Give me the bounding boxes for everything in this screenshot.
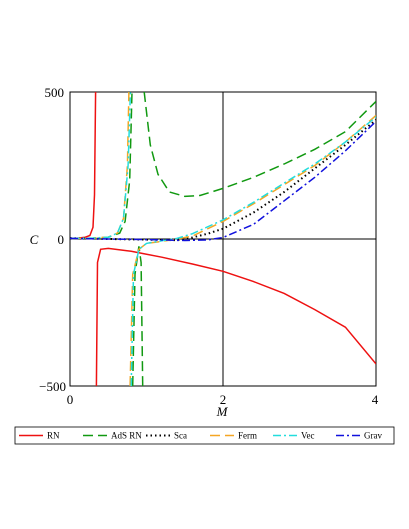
y-tick-label: −500	[39, 379, 66, 394]
y-tick-label: 0	[58, 232, 65, 247]
series-line-ads-rn	[131, 246, 144, 386]
x-tick-label: 0	[67, 392, 74, 407]
y-axis-label: C	[30, 232, 39, 247]
series-layer	[70, 92, 376, 386]
legend-label-sca: Sca	[174, 431, 187, 441]
x-axis-label: M	[216, 404, 229, 419]
series-line-ads-rn	[143, 92, 376, 198]
x-tick-label: 2	[220, 392, 227, 407]
series-line-vec	[71, 92, 132, 240]
series-line-vec	[130, 116, 376, 386]
series-line-ferm	[129, 114, 376, 386]
series-line-grav	[70, 120, 376, 242]
legend-label-grav: Grav	[364, 431, 382, 441]
legend-label-rn: RN	[47, 431, 60, 441]
legend: RN AdS RN Sca Ferm Vec Grav	[19, 431, 382, 441]
legend-box	[14, 426, 395, 445]
series-line-rn	[71, 92, 97, 240]
x-tick-label: 4	[372, 392, 379, 407]
legend-label-ads-rn: AdS RN	[111, 431, 142, 441]
y-tick-label: 500	[45, 85, 65, 100]
series-line-sca	[70, 119, 376, 242]
legend-label-ferm: Ferm	[238, 431, 257, 441]
series-line-rn	[95, 247, 376, 386]
legend-label-vec: Vec	[301, 431, 315, 441]
series-line-ferm	[71, 92, 130, 240]
